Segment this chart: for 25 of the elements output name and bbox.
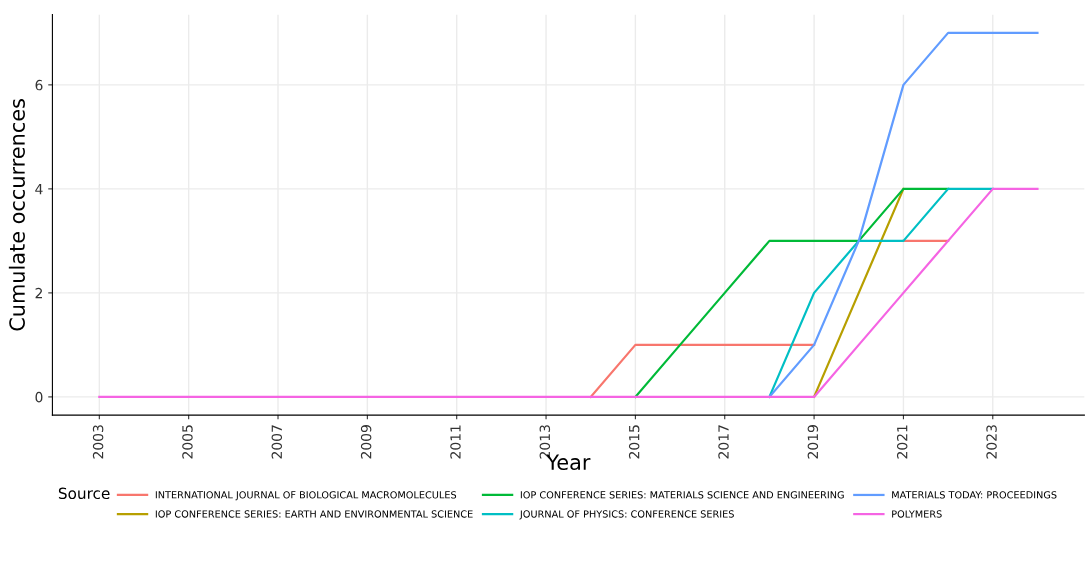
y-tick-label: 4	[35, 184, 43, 195]
line-series	[768, 31, 1039, 399]
y-tick-label: 0	[35, 391, 43, 403]
line-series	[98, 187, 1039, 399]
legend-label: JOURNAL OF PHYSICS: CONFERENCE SERIES	[519, 510, 734, 520]
legend-title: Source	[58, 487, 110, 500]
x-tick-label: 2003	[92, 425, 104, 459]
legend-label: MATERIALS TODAY: PROCEEDINGS	[892, 491, 1057, 499]
y-axis-title: Cumulate occurrences	[8, 99, 25, 331]
y-tick-label: 2	[35, 287, 42, 299]
x-tick-label: 2011	[450, 425, 461, 459]
x-tick-label: 2015	[628, 425, 640, 459]
x-tick-label: 2017	[718, 425, 729, 459]
x-tick-label: 2009	[360, 425, 372, 459]
x-tick-label: 2005	[182, 425, 193, 459]
x-tick-label: 2021	[896, 425, 908, 459]
y-tick-label: 6	[35, 79, 43, 91]
x-tick-label: 2007	[271, 425, 283, 459]
legend-label: IOP CONFERENCE SERIES: EARTH AND ENVIRONMENTAL SCIENCE	[155, 510, 473, 518]
legend-label: IOP CONFERENCE SERIES: MATERIALS SCIENCE AND ENGINEERING	[520, 491, 844, 499]
legend-label: INTERNATIONAL JOURNAL OF BIOLOGICAL MACROMOLECULES	[155, 491, 457, 501]
x-tick-label: 2019	[807, 425, 819, 459]
x-tick-label: 2023	[986, 425, 997, 459]
legend-label: POLYMERS	[892, 510, 942, 518]
line-series	[634, 187, 950, 399]
